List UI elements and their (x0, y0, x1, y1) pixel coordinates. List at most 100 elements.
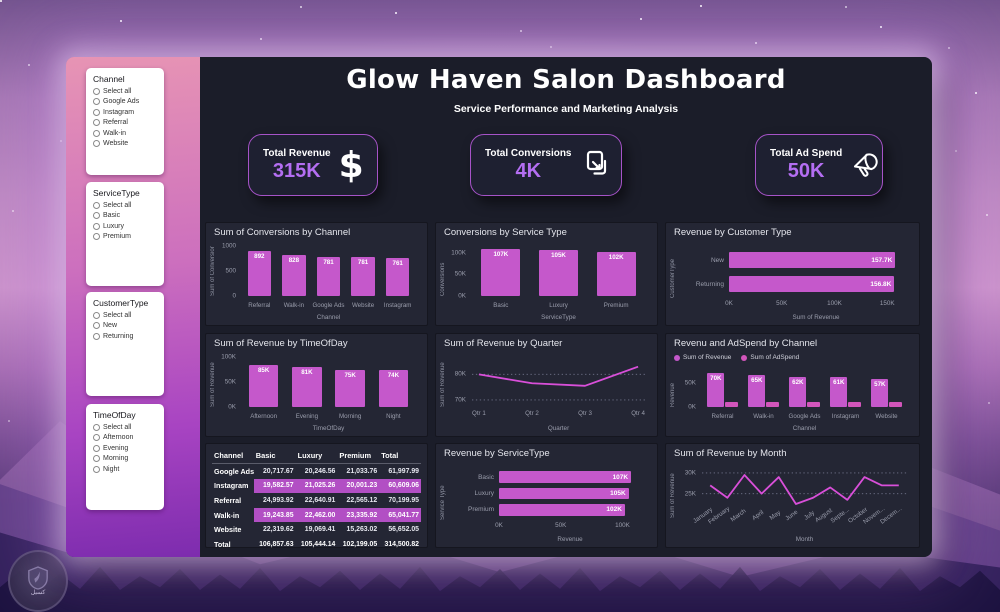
radio-icon[interactable] (93, 129, 100, 137)
slicer-option-afternoon[interactable]: Afternoon (93, 434, 157, 441)
slicer-option-website[interactable]: Website (93, 140, 157, 147)
chart-title: Sum of Revenue by TimeOfDay (214, 338, 348, 349)
revenue-bar-website[interactable]: 57K (871, 379, 889, 407)
bar-referral[interactable]: 892 (247, 251, 272, 296)
column-header-luxury: Luxury (295, 448, 338, 464)
kpi-value: 50K (787, 159, 825, 182)
radio-icon[interactable] (93, 212, 100, 219)
bar-google-ads[interactable]: 781 (316, 256, 341, 296)
hbar-basic[interactable]: 107K (499, 471, 632, 484)
radio-icon[interactable] (93, 201, 100, 209)
hbar-premium[interactable]: 102K (499, 503, 625, 516)
radio-icon[interactable] (93, 465, 100, 473)
slicer-option-google-ads[interactable]: Google Ads (93, 98, 157, 105)
y-tick-label: 30K (684, 469, 696, 477)
slicer-option-referral[interactable]: Referral (93, 119, 157, 126)
radio-icon[interactable] (93, 455, 100, 462)
slicer-option-premium[interactable]: Premium (93, 233, 157, 240)
radio-icon[interactable] (93, 108, 100, 116)
slicer-option-night[interactable]: Night (93, 465, 157, 473)
bar-morning[interactable]: 75K (335, 369, 365, 407)
slicer-option-label: Referral (103, 119, 128, 126)
x-axis-title: TimeOfDay (312, 425, 345, 432)
adspend-bar-google-ads[interactable] (807, 402, 820, 407)
radio-icon[interactable] (93, 322, 100, 329)
slicer-option-morning[interactable]: Morning (93, 455, 157, 462)
line-series[interactable] (479, 367, 638, 386)
slicer-option-select-all[interactable]: Select all (93, 87, 157, 95)
radio-icon[interactable] (93, 222, 100, 230)
bar-slot: 75K (329, 357, 372, 407)
bar-slot: 85K (242, 357, 285, 407)
slicer-option-label: Instagram (103, 108, 135, 116)
x-axis-categories: January February March April May June July Augu… (692, 505, 907, 537)
hbar-new[interactable]: 157.7K (729, 252, 896, 268)
slicer-option-select-all[interactable]: Select all (93, 311, 157, 319)
bar-evening[interactable]: 81K (292, 366, 322, 407)
hbar-returning[interactable]: 156.8K (729, 276, 895, 292)
radio-icon[interactable] (93, 87, 100, 95)
slicer-option-select-all[interactable]: Select all (93, 201, 157, 209)
x-axis-title: Channel (316, 314, 341, 321)
hbar-luxury[interactable]: 105K (499, 487, 629, 500)
bar-value-label: 781 (323, 258, 334, 266)
revenue-bar-referral[interactable]: 70K (707, 372, 725, 407)
slicer-option-label: Select all (103, 423, 132, 431)
adspend-bar-referral[interactable] (725, 402, 738, 407)
revenue-bar-walk-in[interactable]: 65K (748, 375, 766, 407)
adspend-bar-instagram[interactable] (848, 402, 861, 407)
chart-revenue-by-month: Sum of Revenue by Month Sum of Revenue 30K… (665, 443, 920, 548)
y-tick-label: 1000 (221, 242, 236, 250)
radio-icon[interactable] (93, 119, 100, 126)
radio-icon[interactable] (93, 332, 100, 340)
line-plot (702, 467, 907, 512)
bar-afternoon[interactable]: 85K (248, 364, 279, 407)
bar-website[interactable]: 781 (351, 256, 375, 296)
slicer-option-select-all[interactable]: Select all (93, 423, 157, 431)
chart-legend: Sum of Revenue Sum of AdSpend (674, 354, 799, 361)
adspend-bar-website[interactable] (889, 402, 902, 407)
hbar-track: 105K (499, 485, 641, 501)
chart-title: Sum of Conversions by Channel (214, 227, 351, 238)
bar-night[interactable]: 74K (378, 370, 409, 407)
x-category-label: Instagram (383, 302, 412, 309)
line-series[interactable] (710, 475, 899, 504)
bar-instagram[interactable]: 761 (385, 257, 410, 296)
table-cell: Google Ads (214, 466, 255, 476)
slicer-option-walk-in[interactable]: Walk-in (93, 129, 157, 137)
slicer-option-basic[interactable]: Basic (93, 212, 157, 219)
slicer-option-luxury[interactable]: Luxury (93, 222, 157, 230)
legend-dot (674, 354, 680, 361)
radio-icon[interactable] (93, 434, 100, 441)
radio-icon[interactable] (93, 98, 100, 105)
x-category-label: Qtr 2 (525, 410, 539, 417)
radio-icon[interactable] (93, 311, 100, 319)
bar-basic[interactable]: 107K (481, 249, 521, 296)
bar-luxury[interactable]: 105K (538, 250, 579, 296)
slicer-option-new[interactable]: New (93, 322, 157, 329)
slicer-option-returning[interactable]: Returning (93, 332, 157, 340)
y-tick-label: 0K (688, 403, 696, 411)
x-category-label: Website (351, 302, 375, 309)
x-axis-ticks: 0K 50K 100K 150K (725, 300, 903, 309)
radio-icon[interactable] (93, 444, 100, 452)
radio-icon[interactable] (93, 140, 100, 147)
bar-premium[interactable]: 102K (596, 251, 636, 296)
table-cell: 314,500.82 (384, 540, 420, 548)
revenue-bar-instagram[interactable]: 61K (830, 377, 848, 407)
x-category-label: Walk-in (283, 302, 305, 309)
bar-value-label: 75K (344, 371, 356, 379)
bar-value-label: 102K (608, 253, 624, 261)
adspend-bar-walk-in[interactable] (766, 402, 779, 407)
radio-icon[interactable] (93, 233, 100, 240)
revenue-bar-google-ads[interactable]: 62K (789, 376, 807, 407)
bar-walk-in[interactable]: 828 (282, 254, 306, 296)
kpi-value: 315K (272, 159, 321, 182)
line-plot (472, 357, 645, 407)
slicer-option-label: Luxury (103, 222, 125, 230)
slicer-option-instagram[interactable]: Instagram (93, 108, 157, 116)
bar-slot: 781 (346, 246, 381, 296)
slicer-option-evening[interactable]: Evening (93, 444, 157, 452)
radio-icon[interactable] (93, 423, 100, 431)
table-cell: 102,199.05 (342, 540, 378, 548)
